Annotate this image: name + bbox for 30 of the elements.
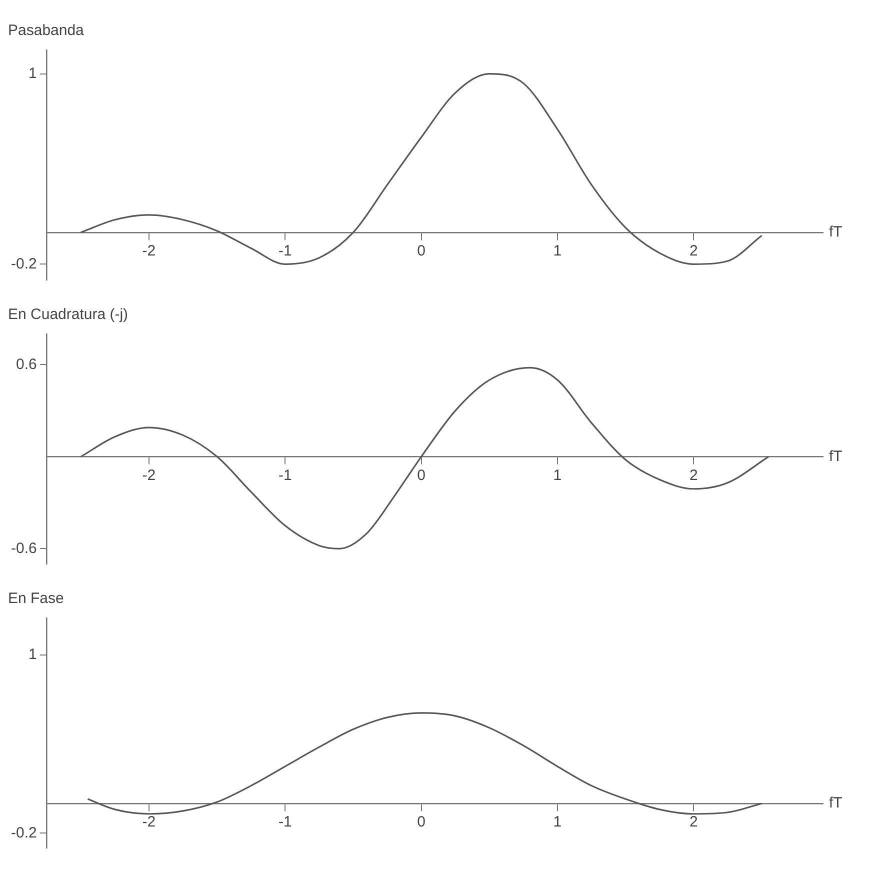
chart-title: Pasabanda [8,22,85,40]
y-tick-label: -0.2 [10,255,37,272]
x-tick-label: -2 [142,814,156,831]
line-series [86,712,763,815]
x-tick-label: -2 [142,466,156,484]
x-axis-title: fT [829,794,842,812]
chart-title: En Cuadratura (-j) [8,306,128,324]
x-tick-label: 0 [417,466,426,484]
y-tick-label: -0.6 [10,540,37,557]
x-tick-label: -1 [278,814,292,831]
x-tick-label: 0 [417,242,426,260]
line-series [80,72,763,265]
x-tick-label: 2 [689,814,698,831]
x-tick-label: 2 [689,466,698,484]
y-tick-label: 1 [28,646,37,664]
x-tick-label: 0 [417,814,426,831]
x-tick-label: 2 [689,242,698,260]
y-tick-label: 0.6 [16,356,37,373]
x-tick-label: -2 [142,242,156,260]
x-tick-label: -1 [278,242,292,260]
chart-title: En Fase [8,590,64,608]
line-series [80,366,770,550]
x-axis-title: fT [829,448,842,465]
x-axis-title: fT [829,224,842,241]
x-tick-label: 1 [553,242,562,260]
x-tick-label: 1 [553,814,562,831]
y-tick-label: 1 [28,64,37,82]
y-tick-label: -0.2 [10,824,37,842]
x-tick-label: 1 [553,466,562,484]
x-tick-label: -1 [278,466,292,484]
